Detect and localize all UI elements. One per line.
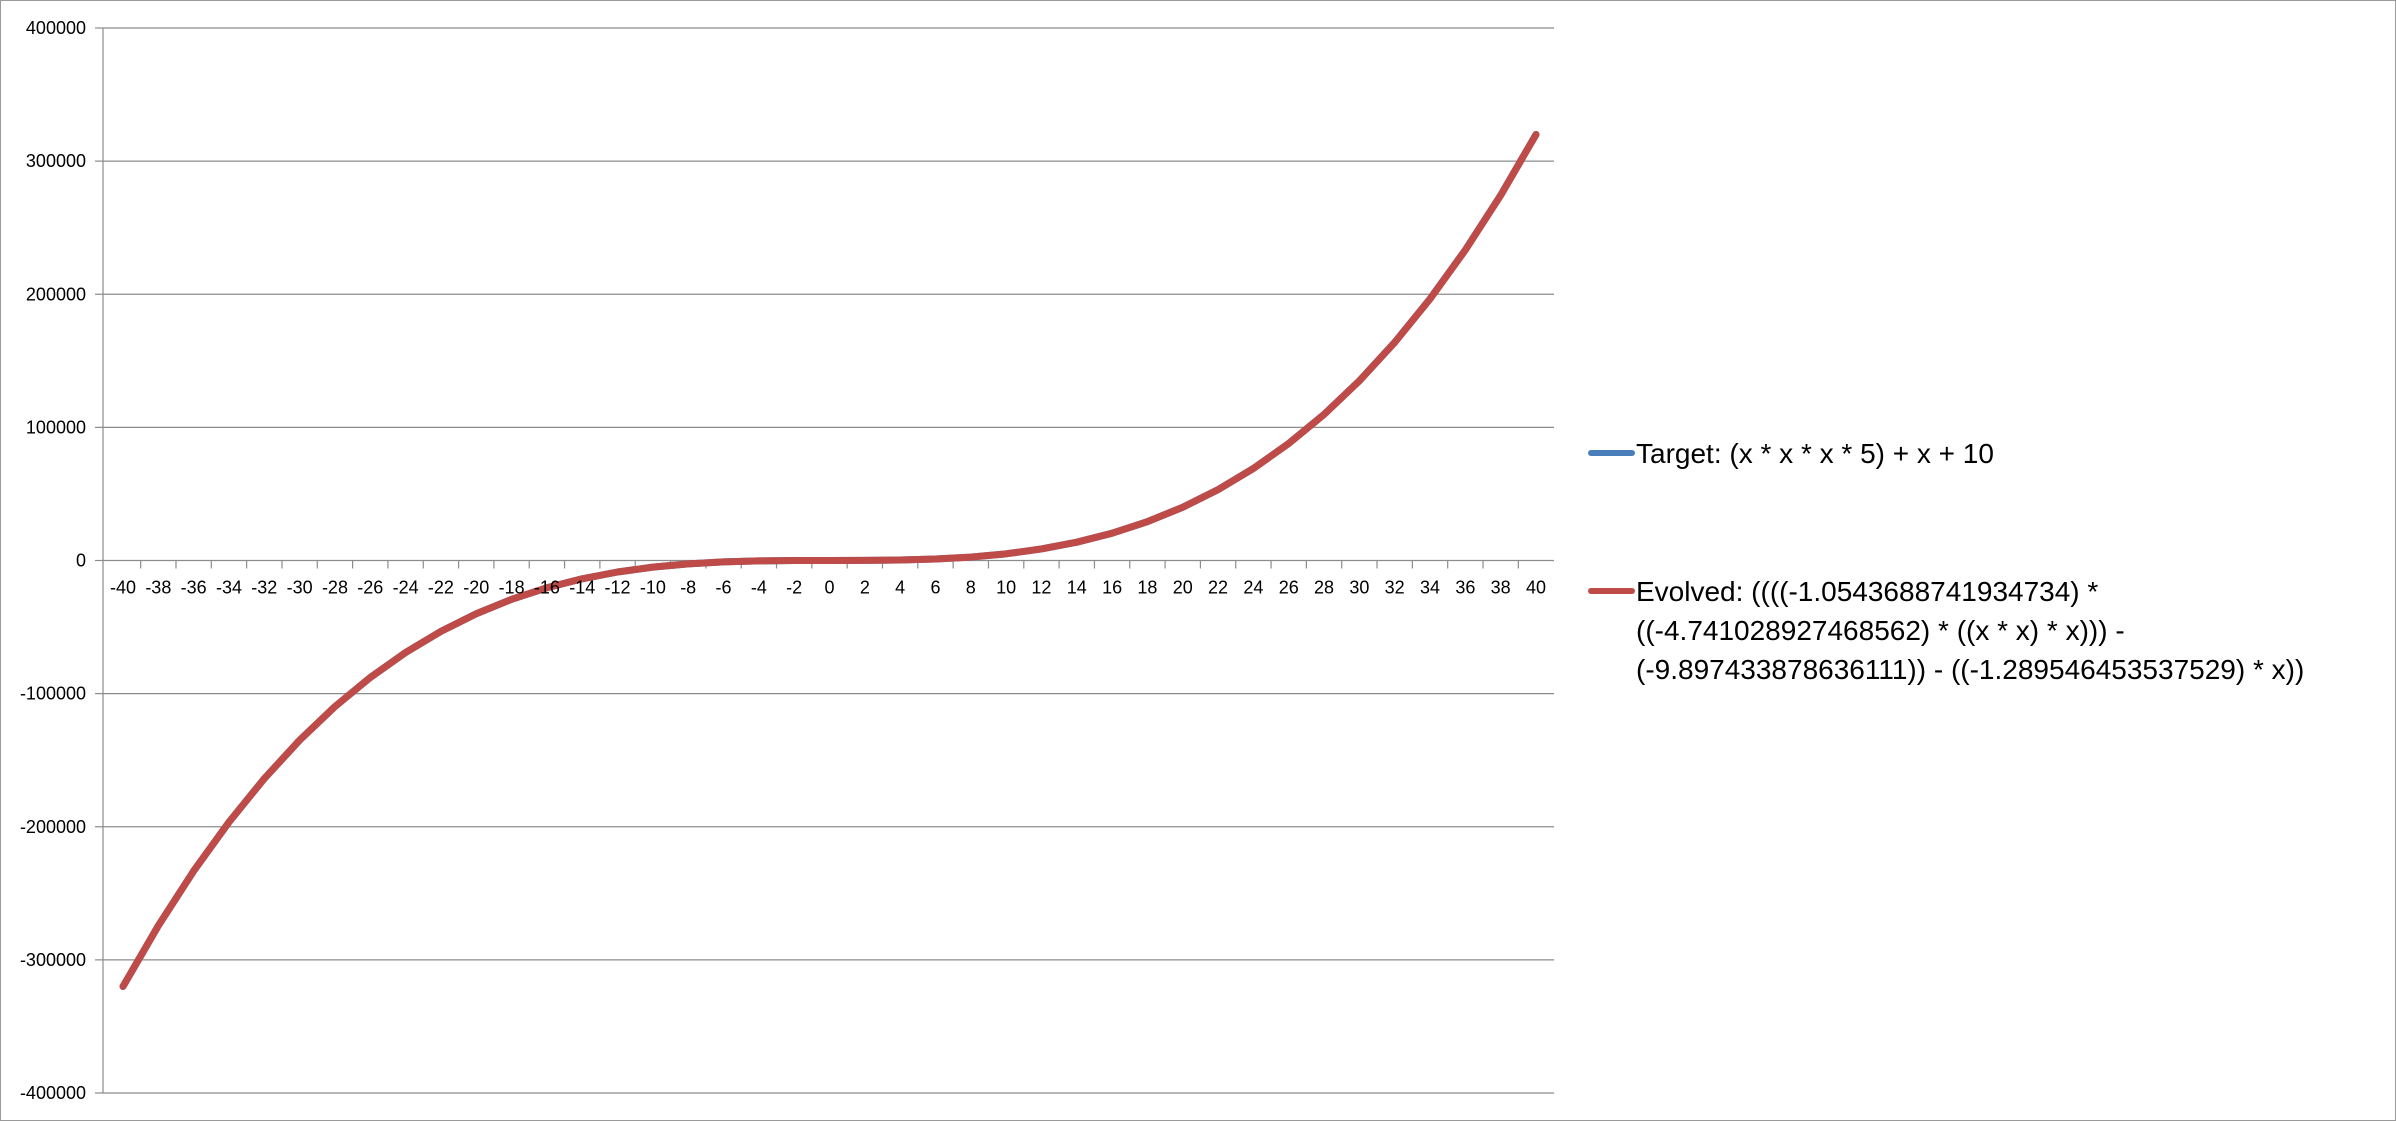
x-tick-label: 22: [1208, 578, 1228, 598]
x-tick-label: -38: [145, 578, 171, 598]
x-tick-label: -2: [786, 578, 802, 598]
y-tick-label: 0: [76, 551, 86, 571]
y-tick-label: -100000: [20, 684, 86, 704]
x-tick-label: -30: [287, 578, 313, 598]
x-tick-label: 4: [895, 578, 905, 598]
x-tick-label: 6: [930, 578, 940, 598]
x-tick-label: -32: [251, 578, 277, 598]
x-tick-label: -34: [216, 578, 242, 598]
x-tick-label: 0: [824, 578, 834, 598]
legend-entry-target: Target: (x * x * x * 5) + x + 10: [1588, 434, 2388, 474]
x-tick-label: -40: [110, 578, 136, 598]
x-tick-label: 30: [1349, 578, 1369, 598]
x-tick-label: 20: [1173, 578, 1193, 598]
y-tick-label: 300000: [26, 151, 86, 171]
legend-label-evolved: Evolved: ((((-1.0543688741934734) * ((-4…: [1636, 576, 2305, 685]
y-tick-label: -300000: [20, 950, 86, 970]
x-tick-label: 8: [966, 578, 976, 598]
x-tick-label: -20: [463, 578, 489, 598]
x-tick-label: 32: [1385, 578, 1405, 598]
x-tick-label: 26: [1279, 578, 1299, 598]
x-tick-label: -26: [357, 578, 383, 598]
x-tick-label: 14: [1067, 578, 1087, 598]
x-tick-label: 12: [1031, 578, 1051, 598]
x-tick-label: -14: [569, 578, 595, 598]
x-tick-label: 28: [1314, 578, 1334, 598]
x-tick-label: 16: [1102, 578, 1122, 598]
x-tick-label: -12: [605, 578, 631, 598]
x-tick-label: -28: [322, 578, 348, 598]
x-tick-label: 36: [1455, 578, 1475, 598]
x-tick-label: -6: [716, 578, 732, 598]
legend-swatch-evolved: [1588, 588, 1635, 594]
series-line-evolved: [119, 131, 1540, 990]
legend-entry-evolved: Evolved: ((((-1.0543688741934734) * ((-4…: [1588, 572, 2388, 702]
legend-label-target: Target: (x * x * x * 5) + x + 10: [1636, 438, 1994, 469]
x-tick-label: 38: [1491, 578, 1511, 598]
x-tick-label: -4: [751, 578, 767, 598]
x-tick-label: 18: [1137, 578, 1157, 598]
x-tick-label: 34: [1420, 578, 1440, 598]
y-tick-label: 200000: [26, 284, 86, 304]
x-tick-label: 2: [860, 578, 870, 598]
x-tick-label: -36: [181, 578, 207, 598]
x-tick-label: -18: [499, 578, 525, 598]
x-tick-label: 10: [996, 578, 1016, 598]
x-tick-label: 24: [1243, 578, 1263, 598]
x-tick-label: -10: [640, 578, 666, 598]
x-tick-label: -16: [534, 578, 560, 598]
x-tick-label: -24: [393, 578, 419, 598]
y-tick-label: -400000: [20, 1083, 86, 1103]
x-tick-label: -22: [428, 578, 454, 598]
y-tick-label: 400000: [26, 18, 86, 38]
y-tick-label: 100000: [26, 417, 86, 437]
x-tick-label: -8: [680, 578, 696, 598]
y-tick-label: -200000: [20, 817, 86, 837]
legend-swatch-target: [1588, 450, 1635, 456]
x-tick-label: 40: [1526, 578, 1546, 598]
